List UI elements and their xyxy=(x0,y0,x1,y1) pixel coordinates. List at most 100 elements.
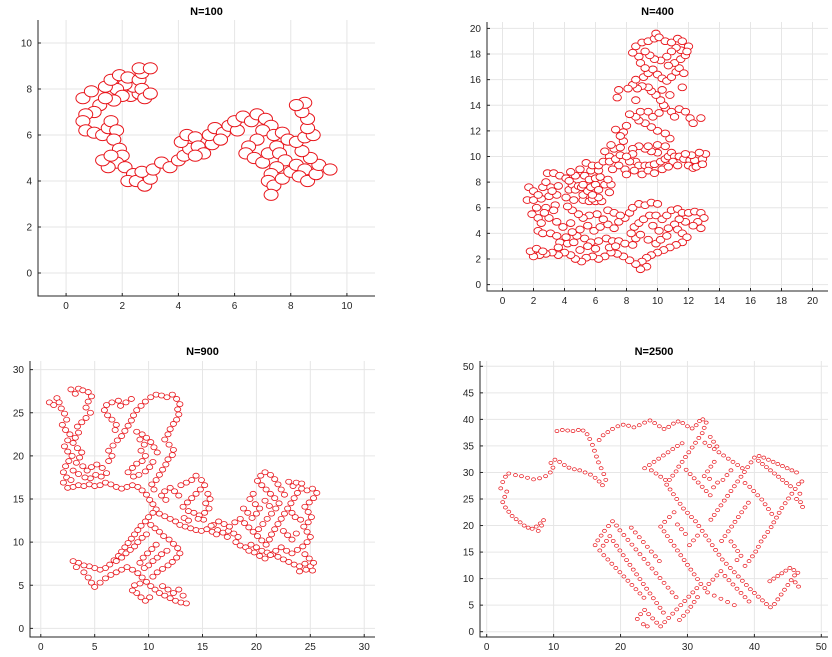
data-point xyxy=(598,466,604,471)
data-point xyxy=(614,161,624,170)
data-point xyxy=(122,550,130,557)
data-point xyxy=(617,570,623,575)
data-point xyxy=(623,84,633,93)
data-point xyxy=(696,224,706,233)
data-point xyxy=(610,538,616,543)
data-point xyxy=(627,562,633,567)
x-tick-label: 12 xyxy=(683,296,695,307)
y-tick-label: 4 xyxy=(26,177,32,188)
data-point xyxy=(661,580,667,585)
y-tick-label: 5 xyxy=(18,581,24,592)
data-point xyxy=(527,210,537,218)
data-point xyxy=(138,431,146,438)
data-point xyxy=(665,534,670,539)
data-point xyxy=(576,428,581,432)
data-point xyxy=(607,165,618,174)
data-point xyxy=(631,42,641,51)
data-point xyxy=(272,505,280,512)
data-point xyxy=(788,484,793,489)
data-point xyxy=(675,443,680,448)
data-point xyxy=(722,534,728,539)
data-point xyxy=(584,432,590,437)
y-tick-label: 0 xyxy=(468,627,474,638)
data-point xyxy=(590,244,601,253)
data-point xyxy=(784,466,790,471)
data-point xyxy=(703,489,709,493)
data-point xyxy=(658,624,664,629)
data-point xyxy=(725,600,730,604)
data-point xyxy=(134,527,142,533)
data-point xyxy=(133,428,141,435)
data-point xyxy=(138,458,146,464)
data-point xyxy=(681,613,686,618)
data-point xyxy=(715,480,720,485)
data-point xyxy=(727,566,733,570)
data-point xyxy=(646,123,656,131)
data-point xyxy=(566,465,572,470)
data-point xyxy=(246,496,254,502)
x-tick-label: 10 xyxy=(143,642,155,653)
data-point xyxy=(63,416,71,423)
data-point xyxy=(768,605,773,610)
data-point xyxy=(552,232,562,240)
data-point xyxy=(145,514,153,521)
data-point xyxy=(244,509,252,516)
data-point xyxy=(731,484,737,489)
data-point xyxy=(631,96,641,104)
data-point xyxy=(201,482,209,489)
data-point xyxy=(552,217,562,226)
data-point xyxy=(661,610,666,615)
data-point xyxy=(695,577,700,582)
data-point xyxy=(223,534,231,540)
data-point xyxy=(239,505,247,512)
data-point xyxy=(703,420,709,425)
chart-title: N=400 xyxy=(641,6,674,18)
data-point xyxy=(748,460,754,465)
data-point xyxy=(103,470,111,477)
data-point xyxy=(696,114,706,122)
grid xyxy=(480,361,828,637)
data-point xyxy=(742,595,748,600)
data-point xyxy=(758,539,764,544)
data-point xyxy=(645,561,651,566)
data-point xyxy=(117,402,125,409)
data-point xyxy=(550,465,556,470)
data-point xyxy=(78,449,86,456)
data-point xyxy=(756,454,762,458)
data-point xyxy=(710,577,716,582)
data-point xyxy=(707,476,712,481)
data-point xyxy=(600,543,606,548)
data-point xyxy=(322,163,338,176)
data-point xyxy=(780,477,785,482)
data-point xyxy=(706,538,712,543)
data-point xyxy=(575,165,585,174)
data-point xyxy=(642,420,647,425)
data-point xyxy=(152,477,160,483)
data-point xyxy=(600,147,610,156)
data-point xyxy=(614,543,619,548)
data-point xyxy=(279,556,287,563)
data-point xyxy=(669,590,675,595)
data-point xyxy=(716,450,722,455)
data-point xyxy=(166,595,174,602)
data-point xyxy=(765,529,771,534)
chart-title: N=900 xyxy=(186,346,219,358)
data-point xyxy=(722,574,728,578)
x-tick-label: 2 xyxy=(119,301,125,312)
data-point xyxy=(245,547,253,554)
data-point xyxy=(711,485,716,490)
data-point xyxy=(547,187,557,195)
data-point xyxy=(310,559,318,566)
data-point xyxy=(305,555,313,562)
data-point xyxy=(767,579,773,584)
data-point xyxy=(631,75,641,84)
data-point xyxy=(794,497,799,501)
data-point xyxy=(548,460,554,465)
data-point xyxy=(610,519,615,524)
data-point xyxy=(769,511,775,516)
data-point xyxy=(144,550,152,557)
data-point xyxy=(695,595,700,600)
data-point xyxy=(675,548,680,553)
data-point xyxy=(632,530,638,535)
data-point xyxy=(688,221,698,230)
